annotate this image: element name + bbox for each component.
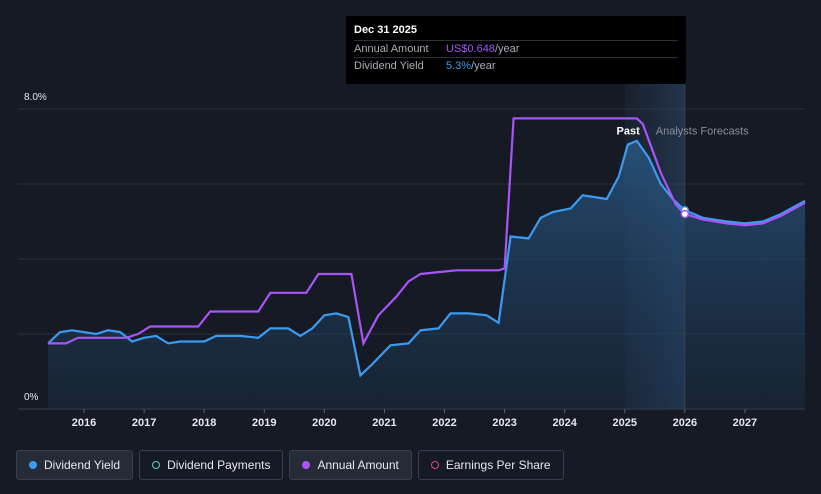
legend-label: Annual Amount bbox=[317, 458, 399, 472]
tooltip-row-dividend-yield: Dividend Yield 5.3%/year bbox=[354, 57, 678, 74]
tooltip-value: US$0.648 bbox=[446, 43, 495, 55]
legend-dividend-yield[interactable]: Dividend Yield bbox=[16, 450, 134, 480]
x-tick-label: 2027 bbox=[733, 417, 757, 429]
legend: Dividend Yield Dividend Payments Annual … bbox=[16, 450, 564, 480]
x-tick-label: 2023 bbox=[492, 417, 516, 429]
tooltip-unit: /year bbox=[471, 60, 496, 72]
circle-icon bbox=[302, 461, 311, 469]
tooltip-label: Annual Amount bbox=[354, 43, 429, 55]
tooltip-value: 5.3% bbox=[446, 60, 472, 72]
tooltip-unit: /year bbox=[494, 43, 520, 55]
x-tick-label: 2019 bbox=[252, 417, 276, 429]
circle-icon bbox=[152, 461, 161, 469]
tooltip: Dec 31 2025 Annual Amount US$0.648/year … bbox=[346, 16, 686, 84]
forecast-label: Analysts Forecasts bbox=[656, 125, 749, 137]
dividend-yield-line[interactable] bbox=[47, 139, 806, 378]
x-tick-label: 2026 bbox=[673, 417, 697, 429]
tooltip-label: Dividend Yield bbox=[354, 60, 424, 72]
tooltip-row-annual-amount: Annual Amount US$0.648/year bbox=[354, 40, 678, 57]
x-tick-label: 2024 bbox=[552, 417, 577, 429]
x-axis: 2016 2017 2018 2019 2020 2021 2022 2023 2024 2025… bbox=[72, 409, 757, 429]
y-tick-label: 0% bbox=[24, 392, 39, 403]
legend-label: Dividend Yield bbox=[44, 458, 121, 472]
legend-label: Dividend Payments bbox=[167, 458, 271, 472]
yield-area bbox=[48, 140, 805, 409]
y-axis: 0% 8.0% bbox=[24, 92, 47, 403]
x-tick-label: 2016 bbox=[72, 417, 96, 429]
x-tick-label: 2018 bbox=[192, 417, 216, 429]
annual-amount-line[interactable] bbox=[48, 117, 806, 347]
circle-icon bbox=[29, 461, 37, 469]
x-tick-label: 2022 bbox=[432, 417, 456, 429]
circle-icon bbox=[430, 461, 439, 469]
legend-earnings-per-share[interactable]: Earnings Per Share bbox=[417, 450, 564, 480]
x-tick-label: 2020 bbox=[312, 417, 336, 429]
legend-annual-amount[interactable]: Annual Amount bbox=[289, 450, 412, 480]
tooltip-date: Dec 31 2025 bbox=[354, 24, 417, 36]
y-tick-label: 8.0% bbox=[24, 92, 47, 103]
legend-dividend-payments[interactable]: Dividend Payments bbox=[139, 450, 284, 480]
past-label: Past bbox=[617, 125, 641, 137]
legend-label: Earnings Per Share bbox=[445, 458, 551, 472]
amount-marker bbox=[680, 209, 690, 219]
x-tick-label: 2017 bbox=[132, 417, 156, 429]
x-tick-label: 2021 bbox=[372, 417, 396, 429]
x-tick-label: 2025 bbox=[613, 417, 637, 429]
